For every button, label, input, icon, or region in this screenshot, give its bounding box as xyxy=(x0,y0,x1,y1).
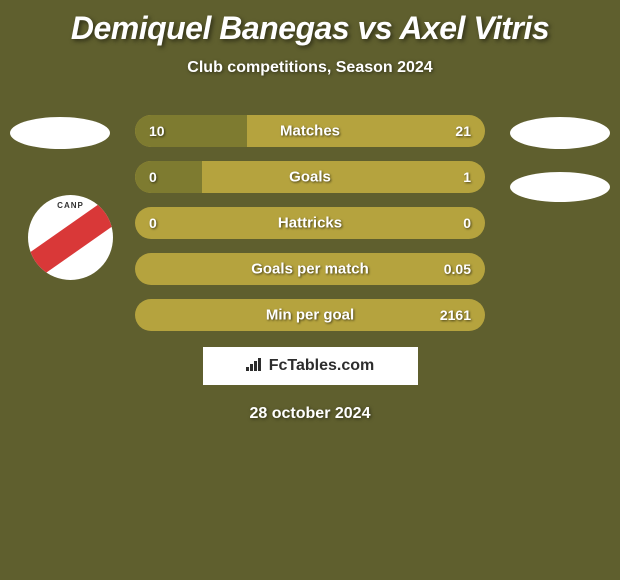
stat-bar-value-right: 2161 xyxy=(440,307,471,323)
player-left-badge xyxy=(10,117,110,149)
stat-bar-label: Min per goal xyxy=(266,307,354,324)
stat-bar-label: Matches xyxy=(280,123,340,140)
stat-bar-row: Hattricks 0 0 xyxy=(135,207,485,239)
stat-bar-label: Hattricks xyxy=(278,215,342,232)
footer-site-label: FcTables.com xyxy=(269,357,375,375)
stat-bar-value-left: 0 xyxy=(149,169,157,185)
stat-bars: Matches 10 21 Goals 0 1 Hattricks 0 0 Goals per m… xyxy=(135,115,485,331)
player-right-badge-2 xyxy=(510,172,610,202)
comparison-subtitle: Club competitions, Season 2024 xyxy=(0,59,620,77)
stat-bar-label: Goals xyxy=(289,169,331,186)
content-area: CANP Matches1021Goals01Hattricks00Goals … xyxy=(0,115,620,423)
stat-bar-label: Goals per match xyxy=(251,261,369,278)
comparison-title: Demiquel Banegas vs Axel Vitris xyxy=(0,0,620,47)
club-logo-text: CANP xyxy=(57,201,84,210)
stat-bar-value-right: 0 xyxy=(463,215,471,231)
stat-bar-row: Matches 10 21 xyxy=(135,115,485,147)
stat-bar-value-right: 1 xyxy=(463,169,471,185)
footer-site-box: FcTables.com xyxy=(203,347,418,385)
stat-bar-row: Goals 0 1 xyxy=(135,161,485,193)
stat-bar-value-right: 21 xyxy=(455,123,471,139)
stat-bar-fill-left xyxy=(135,161,202,193)
player-right-badge xyxy=(510,117,610,149)
stat-bar-value-left: 10 xyxy=(149,123,165,139)
stat-bar-row: Goals per match 0.05 xyxy=(135,253,485,285)
club-logo-stripe xyxy=(28,198,113,280)
stat-bar-value-left: 0 xyxy=(149,215,157,231)
comparison-date: 28 october 2024 xyxy=(0,405,620,423)
club-logo-left: CANP xyxy=(28,195,113,280)
chart-icon xyxy=(246,357,264,376)
stat-bar-row: Min per goal 2161 xyxy=(135,299,485,331)
stat-bar-value-right: 0.05 xyxy=(444,261,471,277)
